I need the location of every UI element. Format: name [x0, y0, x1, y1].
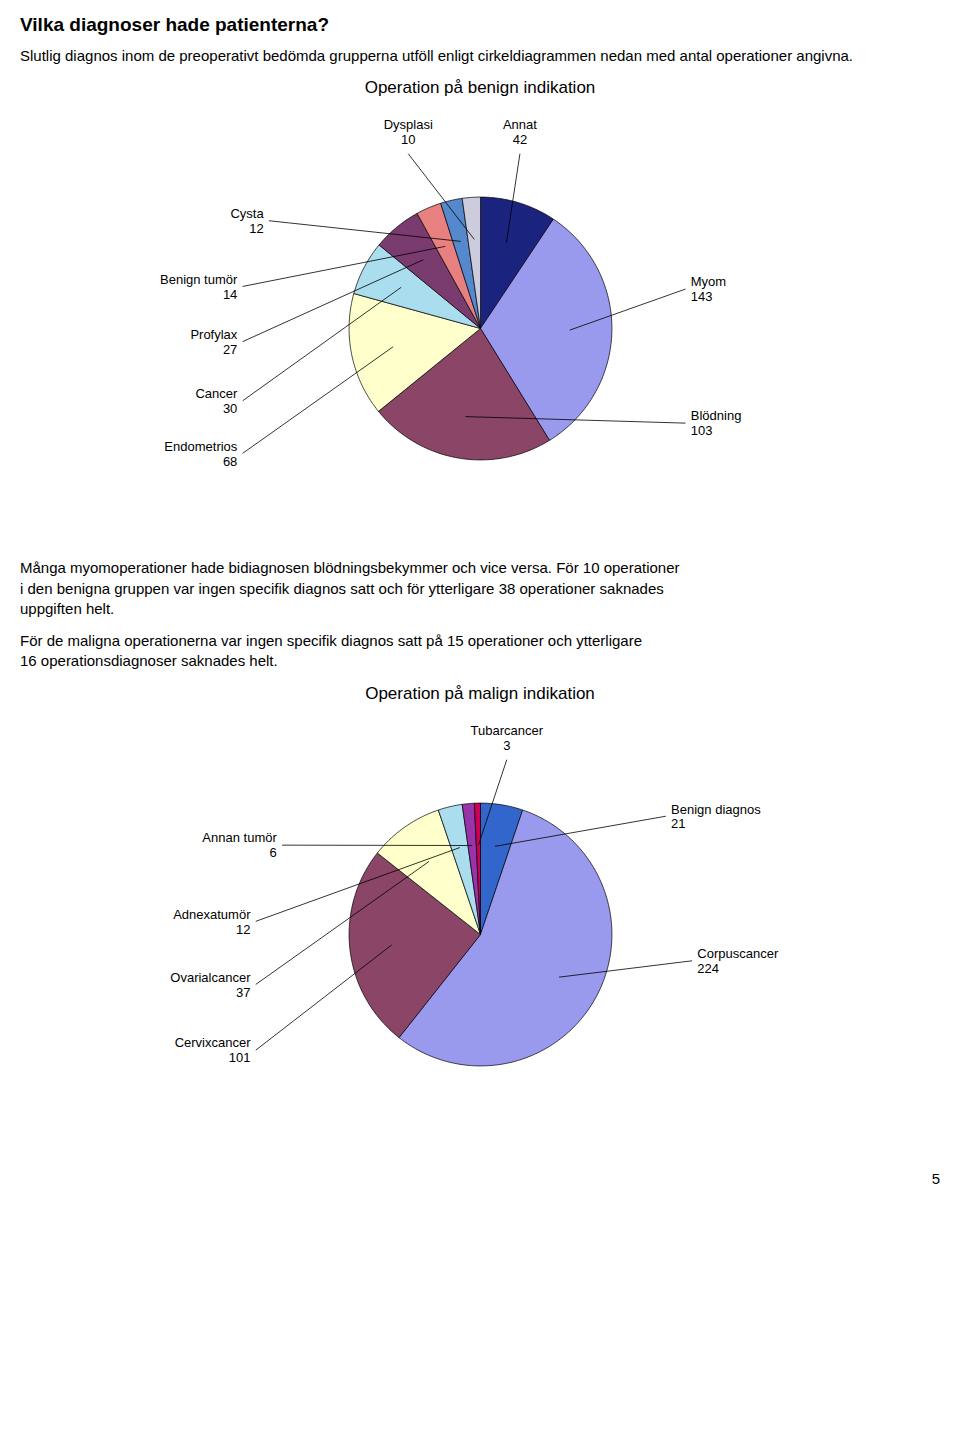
- svg-text:Cysta12: Cysta12: [230, 206, 264, 236]
- svg-text:Ovarialcancer37: Ovarialcancer37: [170, 969, 251, 999]
- svg-text:Cervixcancer101: Cervixcancer101: [175, 1035, 252, 1065]
- svg-text:Corpuscancer224: Corpuscancer224: [697, 946, 779, 976]
- svg-text:Myom143: Myom143: [691, 275, 726, 305]
- html-text:Operation på benign indikation: Operation på benign indikation: [364, 78, 596, 98]
- svg-text:Benign diagnos21: Benign diagnos21: [671, 801, 761, 831]
- svg-text:Endometrios68: Endometrios68: [164, 439, 237, 469]
- svg-text:Cancer30: Cancer30: [195, 386, 238, 416]
- svg-text:Dysplasi10: Dysplasi10: [384, 117, 433, 147]
- html-text:Vilka diagnoser hade patienter: Vilka diagnoser hade patienterna?: [20, 14, 329, 35]
- svg-text:Annan tumör6: Annan tumör6: [202, 830, 277, 860]
- svg-text:Tubarcancer3: Tubarcancer3: [471, 722, 544, 752]
- html-text:Slutlig diagnos inom de preope: Slutlig diagnos inom de preoperativt bed…: [20, 47, 853, 64]
- svg-text:Blödning103: Blödning103: [691, 409, 742, 439]
- html-text:Många myomoperationer hade bid: Många myomoperationer hade bidiagnosen b…: [20, 559, 680, 617]
- svg-text:Annat42: Annat42: [503, 117, 537, 147]
- svg-text:Adnexatumör12: Adnexatumör12: [173, 906, 251, 936]
- html-text:5: 5: [931, 1169, 940, 1187]
- html-text:För de maligna operationerna v: För de maligna operationerna var ingen s…: [20, 632, 642, 670]
- html-text:Operation på malign indikation: Operation på malign indikation: [365, 683, 595, 703]
- svg-text:Benign tumör14: Benign tumör14: [160, 272, 238, 302]
- svg-text:Profylax27: Profylax27: [190, 327, 237, 357]
